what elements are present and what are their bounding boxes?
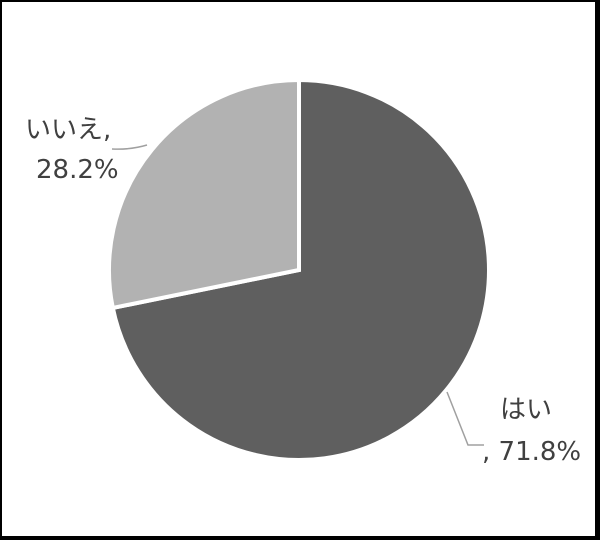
leader-line-yes <box>446 391 484 446</box>
data-label-no-value: 28.2% <box>36 155 119 185</box>
leader-line-no <box>111 144 148 150</box>
data-label-yes-name: はい <box>500 395 552 425</box>
pie-slice-1 <box>107 77 301 311</box>
data-label-yes-value: , 71.8% <box>482 437 581 467</box>
data-label-no-name: いいえ, <box>25 115 111 145</box>
